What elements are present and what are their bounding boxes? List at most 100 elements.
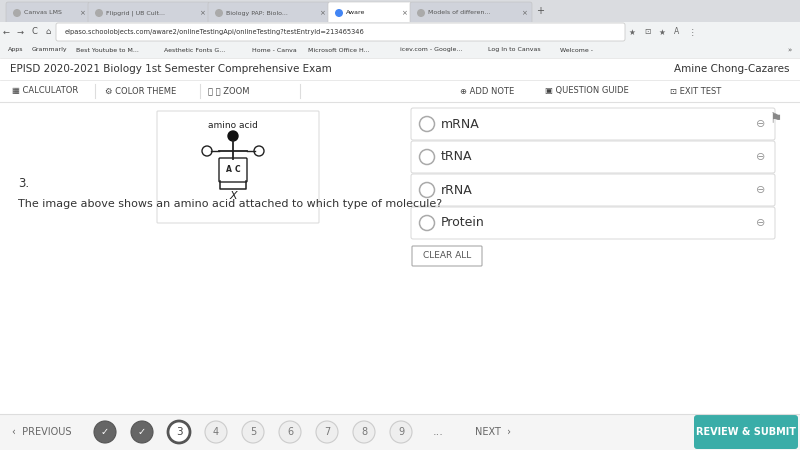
FancyBboxPatch shape (88, 2, 210, 24)
Text: ⊖: ⊖ (756, 152, 766, 162)
Text: Protein: Protein (441, 216, 485, 230)
FancyBboxPatch shape (412, 246, 482, 266)
Text: REVIEW & SUBMIT: REVIEW & SUBMIT (696, 427, 796, 437)
Text: ⚑: ⚑ (770, 112, 782, 126)
Text: ⚙ COLOR THEME: ⚙ COLOR THEME (105, 86, 176, 95)
Text: C: C (234, 166, 240, 175)
Text: +: + (536, 6, 544, 16)
Text: ...: ... (433, 427, 443, 437)
Text: 6: 6 (287, 427, 293, 437)
Text: Biology PAP: Biolo...: Biology PAP: Biolo... (226, 10, 288, 15)
Text: icev.com - Google...: icev.com - Google... (400, 48, 462, 53)
Circle shape (279, 421, 301, 443)
Text: ✓: ✓ (138, 427, 146, 437)
Text: ▦ CALCULATOR: ▦ CALCULATOR (12, 86, 78, 95)
Text: 3.: 3. (18, 177, 29, 190)
FancyBboxPatch shape (0, 22, 800, 42)
Circle shape (131, 421, 153, 443)
FancyBboxPatch shape (411, 141, 775, 173)
Circle shape (13, 9, 21, 17)
Text: amino acid: amino acid (208, 122, 258, 130)
Circle shape (419, 216, 434, 230)
Text: mRNA: mRNA (441, 117, 480, 130)
Circle shape (417, 9, 425, 17)
FancyBboxPatch shape (411, 174, 775, 206)
Text: ‹  PREVIOUS: ‹ PREVIOUS (12, 427, 71, 437)
FancyBboxPatch shape (328, 2, 412, 24)
Text: ★: ★ (629, 27, 635, 36)
FancyBboxPatch shape (157, 111, 319, 223)
Circle shape (94, 421, 116, 443)
Text: 4: 4 (213, 427, 219, 437)
Text: ⋮: ⋮ (688, 27, 696, 36)
FancyBboxPatch shape (0, 58, 800, 80)
Text: Canvas LMS: Canvas LMS (24, 10, 62, 15)
Text: →: → (17, 27, 23, 36)
Text: Grammarly: Grammarly (32, 48, 68, 53)
FancyBboxPatch shape (56, 23, 625, 41)
Text: 3: 3 (176, 427, 182, 437)
Circle shape (335, 9, 343, 17)
Text: ▣ QUESTION GUIDE: ▣ QUESTION GUIDE (545, 86, 629, 95)
Text: Models of differen...: Models of differen... (428, 10, 490, 15)
FancyBboxPatch shape (6, 2, 90, 24)
Circle shape (215, 9, 223, 17)
FancyBboxPatch shape (208, 2, 330, 24)
Text: elpaso.schoolobjects.com/aware2/onlineTestingApi/onlineTesting?testEntryId=21346: elpaso.schoolobjects.com/aware2/onlineTe… (65, 29, 365, 35)
Text: X: X (229, 191, 237, 201)
Text: ⊕ ADD NOTE: ⊕ ADD NOTE (460, 86, 514, 95)
Circle shape (419, 183, 434, 198)
Text: »: » (788, 47, 792, 53)
Circle shape (205, 421, 227, 443)
Text: ×: × (199, 10, 205, 16)
FancyBboxPatch shape (694, 415, 798, 449)
Text: ×: × (79, 10, 85, 16)
Text: The image above shows an amino acid attached to which type of molecule?: The image above shows an amino acid atta… (18, 199, 442, 209)
Text: ×: × (521, 10, 527, 16)
FancyBboxPatch shape (0, 0, 800, 22)
Text: ⊖: ⊖ (756, 119, 766, 129)
FancyBboxPatch shape (0, 414, 800, 450)
FancyBboxPatch shape (411, 207, 775, 239)
Text: Home - Canva: Home - Canva (252, 48, 297, 53)
Circle shape (390, 421, 412, 443)
Text: 8: 8 (361, 427, 367, 437)
Circle shape (242, 421, 264, 443)
Text: Amine Chong-Cazares: Amine Chong-Cazares (674, 64, 790, 74)
Circle shape (316, 421, 338, 443)
Text: ←: ← (2, 27, 10, 36)
Circle shape (168, 421, 190, 443)
Text: 5: 5 (250, 427, 256, 437)
Text: EPISD 2020-2021 Biology 1st Semester Comprehensive Exam: EPISD 2020-2021 Biology 1st Semester Com… (10, 64, 332, 74)
Text: Best Youtube to M...: Best Youtube to M... (76, 48, 139, 53)
Circle shape (228, 131, 238, 141)
Text: ✓: ✓ (101, 427, 109, 437)
FancyBboxPatch shape (410, 2, 532, 24)
FancyBboxPatch shape (411, 108, 775, 140)
Text: rRNA: rRNA (441, 184, 473, 197)
Text: C: C (31, 27, 37, 36)
Text: ×: × (319, 10, 325, 16)
Text: A: A (674, 27, 680, 36)
Circle shape (353, 421, 375, 443)
Text: ⊡ EXIT TEST: ⊡ EXIT TEST (670, 86, 722, 95)
Text: ⌂: ⌂ (46, 27, 50, 36)
FancyBboxPatch shape (0, 42, 800, 58)
Circle shape (419, 149, 434, 165)
Text: CLEAR ALL: CLEAR ALL (423, 252, 471, 261)
Circle shape (419, 117, 434, 131)
Text: Flipgrid | UB Cult...: Flipgrid | UB Cult... (106, 10, 165, 16)
Text: ★: ★ (658, 27, 666, 36)
FancyBboxPatch shape (0, 80, 800, 102)
Text: ⊖: ⊖ (756, 185, 766, 195)
Text: ⊖: ⊖ (756, 218, 766, 228)
Text: NEXT  ›: NEXT › (475, 427, 511, 437)
Text: tRNA: tRNA (441, 150, 473, 163)
Text: Log In to Canvas: Log In to Canvas (488, 48, 541, 53)
FancyBboxPatch shape (219, 158, 247, 182)
Text: A: A (226, 166, 232, 175)
Text: Apps: Apps (8, 48, 23, 53)
Text: Welcome -: Welcome - (560, 48, 593, 53)
Text: 🔍 🔍 ZOOM: 🔍 🔍 ZOOM (208, 86, 250, 95)
Text: 7: 7 (324, 427, 330, 437)
